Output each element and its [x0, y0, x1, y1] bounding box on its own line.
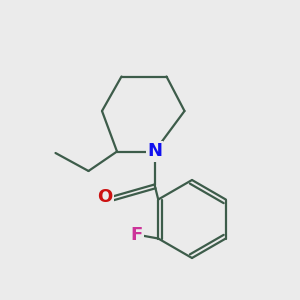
Text: F: F: [130, 226, 142, 244]
Text: N: N: [147, 142, 162, 160]
Text: O: O: [98, 188, 112, 206]
